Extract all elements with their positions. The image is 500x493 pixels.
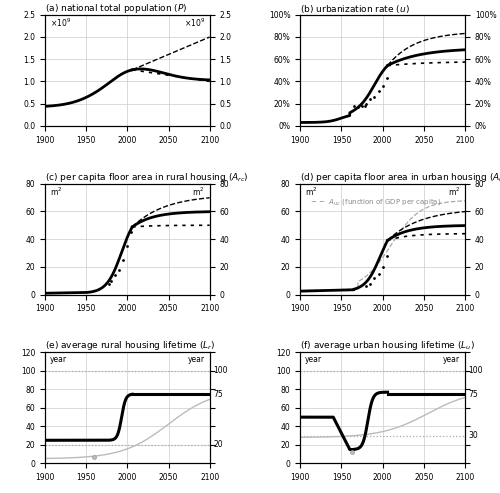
Point	[374, 270, 382, 278]
Point	[370, 93, 378, 101]
Text: 75: 75	[213, 389, 223, 398]
Point	[362, 282, 370, 290]
Text: $\times10^9$: $\times10^9$	[50, 17, 71, 30]
Point	[124, 242, 132, 250]
Point	[354, 103, 362, 111]
Text: year: year	[188, 354, 205, 364]
Text: (d) per capita floor area in urban housing ($A_{uc}$): (d) per capita floor area in urban housi…	[300, 171, 500, 183]
Point	[119, 256, 127, 264]
Point	[111, 271, 119, 279]
Text: 20: 20	[213, 440, 222, 450]
Text: year: year	[50, 354, 67, 364]
Text: m$^2$: m$^2$	[50, 186, 62, 198]
Point	[383, 74, 391, 82]
Text: (c) per capita floor area in rural housing ($A_{rc}$): (c) per capita floor area in rural housi…	[45, 171, 248, 183]
Text: (b) urbanization rate ($u$): (b) urbanization rate ($u$)	[300, 3, 410, 15]
Point	[105, 280, 113, 287]
Text: (a) national total population ($P$): (a) national total population ($P$)	[45, 2, 188, 15]
Point	[362, 100, 370, 107]
Point	[107, 277, 115, 284]
Text: year: year	[305, 354, 322, 364]
Point	[366, 280, 374, 287]
Text: 100: 100	[468, 366, 483, 375]
Text: year: year	[443, 354, 460, 364]
Text: $\times10^9$: $\times10^9$	[184, 17, 205, 30]
Point	[348, 448, 356, 456]
Point	[128, 228, 136, 236]
Point	[370, 274, 378, 282]
Text: m$^2$: m$^2$	[448, 186, 460, 198]
Text: m$^2$: m$^2$	[305, 186, 318, 198]
Text: 75: 75	[468, 389, 478, 398]
Point	[360, 102, 368, 110]
Text: (f) average urban housing lifetime ($L_u$): (f) average urban housing lifetime ($L_u…	[300, 339, 475, 352]
Point	[90, 453, 98, 461]
Text: m$^2$: m$^2$	[192, 186, 205, 198]
Point	[358, 102, 366, 110]
Point	[115, 266, 123, 274]
Point	[366, 95, 374, 103]
Point	[350, 102, 358, 110]
Point	[378, 82, 386, 90]
Text: 30: 30	[468, 431, 478, 440]
Text: $-\,-\,$ $A_{uc}$ (function of GDP per capita): $-\,-\,$ $A_{uc}$ (function of GDP per c…	[310, 197, 442, 207]
Text: 100: 100	[213, 366, 228, 375]
Point	[374, 87, 382, 95]
Point	[378, 263, 386, 271]
Text: (e) average rural housing lifetime ($L_r$): (e) average rural housing lifetime ($L_r…	[45, 339, 215, 352]
Point	[383, 252, 391, 260]
